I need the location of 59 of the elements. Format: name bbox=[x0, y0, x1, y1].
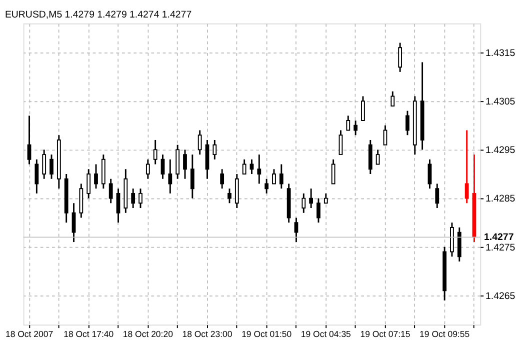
y-tick-label: 1.4305 bbox=[485, 96, 516, 108]
candlestick bbox=[257, 154, 262, 184]
candlestick bbox=[346, 114, 350, 131]
candlestick bbox=[242, 158, 246, 175]
x-tick-label: 19 Oct 01:50 bbox=[242, 328, 292, 339]
candlestick bbox=[86, 168, 91, 200]
candlestick bbox=[160, 154, 165, 180]
candlestick bbox=[72, 202, 76, 243]
candlestick bbox=[168, 158, 172, 194]
candlestick bbox=[190, 154, 194, 200]
candlestick bbox=[153, 139, 158, 166]
candlestick bbox=[264, 178, 269, 194]
candlestick bbox=[198, 130, 202, 156]
candlestick bbox=[294, 217, 298, 243]
candlestick bbox=[212, 139, 217, 160]
candlestick bbox=[331, 158, 336, 184]
candlestick bbox=[220, 168, 224, 190]
candlestick bbox=[138, 188, 142, 209]
candlestick bbox=[42, 148, 46, 180]
x-tick-label: 19 Oct 04:35 bbox=[300, 328, 352, 339]
candlestick bbox=[464, 130, 469, 204]
candlestick bbox=[34, 158, 39, 194]
candlestick bbox=[50, 154, 54, 180]
candlestick bbox=[183, 148, 187, 180]
candlestick bbox=[279, 164, 284, 190]
y-tick-label: 1.4315 bbox=[485, 48, 516, 59]
chart-title: EURUSD,M5 1.4279 1.4279 1.4274 1.4277 bbox=[4, 10, 192, 21]
x-tick-label: 18 Oct 20:20 bbox=[122, 328, 174, 339]
y-tick-label: 1.4295 bbox=[485, 145, 516, 156]
candlestick bbox=[324, 192, 328, 204]
x-tick-label: 18 Oct 23:00 bbox=[182, 328, 232, 339]
candlestick bbox=[131, 188, 136, 209]
candlestick bbox=[354, 120, 358, 136]
candlestick bbox=[406, 110, 410, 136]
candlestick bbox=[435, 182, 440, 209]
ref-line-label: 1.4277 bbox=[484, 232, 514, 244]
candlestick bbox=[272, 168, 276, 184]
x-tick-label: 18 Oct 2007 bbox=[5, 328, 54, 339]
y-tick-label: 1.4275 bbox=[485, 242, 516, 254]
candlestick bbox=[302, 192, 306, 214]
candlestick bbox=[361, 96, 365, 122]
candlestick bbox=[228, 188, 232, 204]
candlestick bbox=[116, 188, 120, 224]
candlestick bbox=[390, 90, 395, 107]
candlestick bbox=[383, 124, 388, 146]
x-tick-label: 19 Oct 09:55 bbox=[420, 328, 470, 339]
candlestick bbox=[316, 198, 320, 224]
candlestick bbox=[376, 148, 380, 166]
candlestick bbox=[27, 114, 32, 166]
x-tick-label: 19 Oct 07:15 bbox=[360, 328, 410, 339]
candlestick bbox=[309, 188, 314, 209]
candlestick bbox=[94, 164, 98, 190]
candlestick bbox=[338, 130, 343, 156]
candlestick bbox=[146, 158, 150, 180]
x-tick-label: 18 Oct 17:40 bbox=[64, 328, 114, 339]
y-tick-label: 1.4265 bbox=[485, 290, 516, 302]
candlestick bbox=[398, 42, 402, 73]
candlestick bbox=[108, 178, 113, 204]
y-tick-label: 1.4285 bbox=[485, 194, 516, 205]
